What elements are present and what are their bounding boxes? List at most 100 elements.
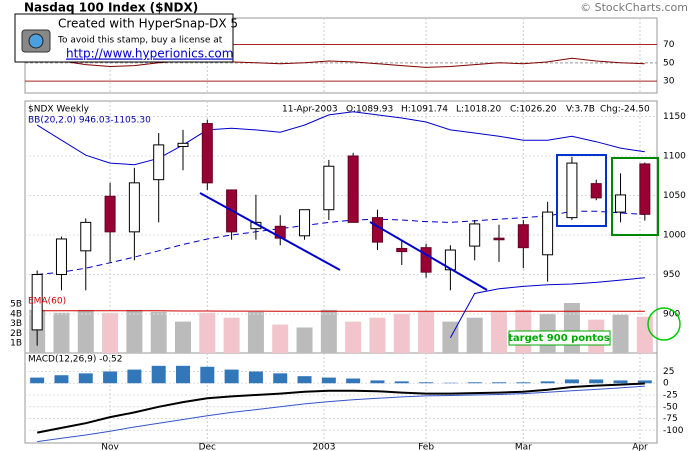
y-tick-label: 0 — [663, 379, 669, 389]
histogram-bar — [637, 380, 652, 384]
symbol-label: $NDX Weekly — [28, 105, 90, 115]
histogram-bar — [176, 365, 190, 384]
date-label: 11-Apr-2003 — [282, 105, 338, 115]
volume-bar — [418, 311, 435, 353]
volume-bar — [150, 311, 167, 353]
volume-bar — [296, 327, 313, 353]
histogram-bar — [200, 366, 215, 384]
volume-bar — [223, 317, 240, 353]
histogram-bar — [613, 380, 628, 384]
y-tick-label: 1150 — [663, 112, 686, 122]
annotation: target 900 pontos — [508, 333, 610, 344]
volume-bar — [491, 311, 507, 353]
series-line — [37, 382, 645, 434]
histogram-bar — [127, 369, 142, 384]
target-circle — [647, 307, 681, 341]
x-tick-label: Nov — [101, 443, 119, 451]
candle-body — [639, 163, 651, 215]
histogram-bar — [30, 377, 45, 384]
quote-label: Chg:-24.50 — [600, 105, 650, 115]
series-line — [37, 55, 645, 68]
y-tick-label: 950 — [663, 270, 680, 280]
highlight-box — [611, 157, 659, 236]
highlight-box — [556, 154, 607, 227]
y-tick-label: 5B — [10, 299, 22, 309]
histogram-bar — [151, 365, 166, 384]
candle-body — [420, 247, 432, 273]
y-tick-label: 25 — [663, 367, 674, 377]
volume-bar — [320, 309, 337, 353]
y-tick-label: -75 — [663, 414, 678, 424]
histogram-bar — [467, 382, 482, 384]
series-line — [37, 385, 645, 443]
stamp-text: To avoid this stamp, buy a license at — [57, 36, 223, 46]
histogram-bar — [492, 382, 506, 384]
volume-bar — [126, 309, 143, 353]
ema-label: EMA(60) — [28, 297, 66, 307]
volume-bar — [247, 311, 264, 353]
volume-bar — [175, 321, 191, 353]
y-tick-label: 1100 — [663, 151, 686, 161]
candle-body — [590, 183, 602, 199]
histogram-bar — [224, 369, 239, 384]
candle-body — [371, 217, 383, 243]
x-tick-label: Dec — [199, 443, 216, 451]
volume-bar — [466, 317, 483, 353]
y-tick-label: 2B — [10, 329, 22, 339]
candle-body — [542, 211, 554, 256]
volume-bar — [272, 324, 289, 353]
candle-body — [104, 195, 116, 233]
y-tick-label: -100 — [663, 426, 684, 436]
histogram-bar — [248, 371, 263, 384]
candle-body — [128, 182, 140, 233]
volume-bar — [369, 317, 386, 353]
histogram-bar — [516, 382, 531, 384]
histogram-bar — [370, 380, 385, 384]
histogram-bar — [273, 373, 288, 384]
bands-label: BB(20,2.0) 946.03-1105.30 — [28, 116, 151, 126]
quote-label: C:1026.20 — [510, 105, 557, 115]
volume-bar — [345, 321, 362, 353]
y-tick-label: 1B — [10, 339, 22, 349]
candle-body — [201, 123, 213, 184]
y-tick-label: -25 — [663, 391, 678, 401]
candle-body — [55, 238, 67, 276]
stamp-link: http://www.hyperionics.com — [66, 47, 233, 61]
y-tick-label: 30 — [663, 77, 675, 87]
y-tick-label: 4B — [10, 309, 22, 319]
candle-body — [517, 224, 529, 249]
macd-panel — [24, 352, 658, 444]
series-line — [37, 310, 645, 312]
candle-body — [153, 144, 165, 181]
series-line — [36, 111, 645, 166]
chart-title: Nasdaq 100 Index ($NDX) — [24, 1, 198, 15]
histogram-bar — [394, 381, 409, 384]
histogram-bar — [540, 381, 555, 384]
y-tick-label: 900 — [663, 310, 680, 320]
y-tick-label: 70 — [663, 40, 675, 50]
quote-label: L:1018.20 — [456, 105, 502, 115]
x-tick-label: Mar — [515, 443, 532, 451]
stamp-box — [14, 13, 234, 63]
x-tick-label: 2003 — [313, 443, 336, 451]
histogram-bar — [321, 377, 336, 384]
volume-bar — [393, 313, 410, 353]
quote-label: O:1089.93 — [346, 105, 393, 115]
candle-body — [615, 194, 627, 213]
candle-body — [177, 142, 189, 147]
histogram-bar — [297, 376, 312, 384]
volume-bar — [102, 312, 119, 353]
histogram-bar — [419, 382, 434, 384]
y-tick-label: 50 — [663, 58, 675, 68]
candle-body — [396, 247, 408, 253]
histogram-bar — [78, 373, 93, 384]
x-tick-label: Apr — [632, 443, 648, 451]
series-line — [449, 277, 645, 339]
histogram-bar — [589, 379, 604, 384]
candle-body — [31, 274, 43, 331]
candle-body — [347, 155, 359, 223]
y-tick-label: -50 — [663, 402, 678, 412]
candle-body — [80, 221, 92, 252]
volume-bar — [53, 312, 70, 353]
